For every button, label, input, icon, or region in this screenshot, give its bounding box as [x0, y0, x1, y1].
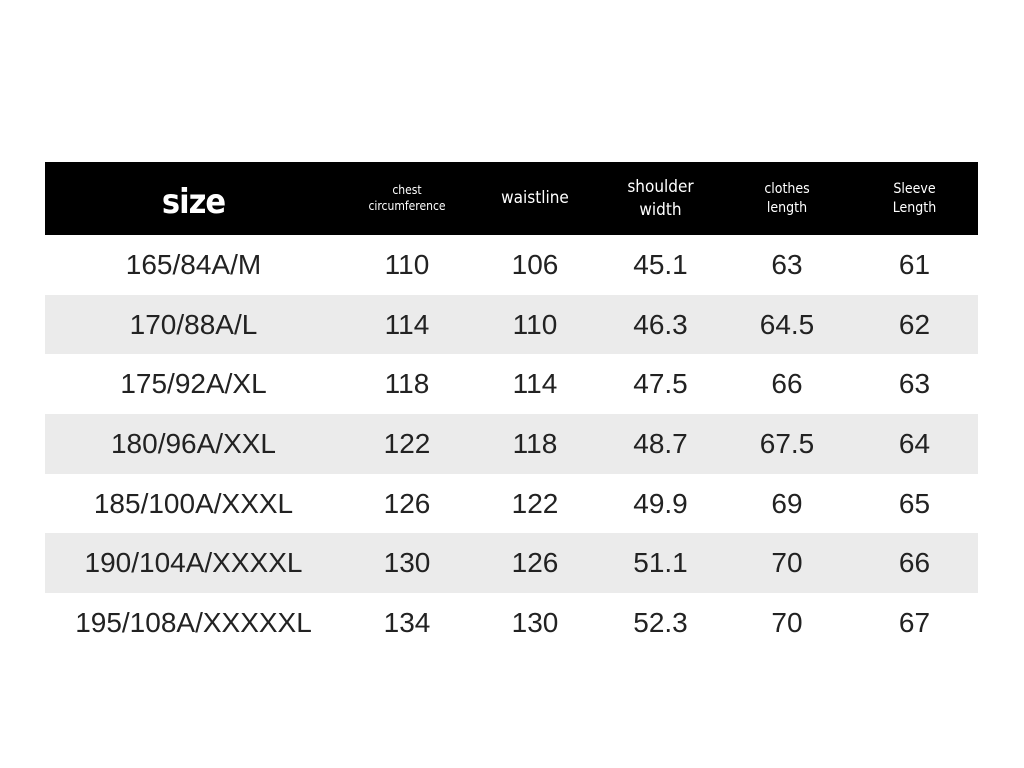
cell-sleeve-length: 67 — [898, 606, 931, 638]
table-row: 165/84A/M 110 106 45.1 63 61 — [45, 235, 978, 295]
cell-waistline: 106 — [511, 248, 559, 280]
cell-sleeve-length: 63 — [898, 368, 931, 400]
cell-shoulder-width: 51.1 — [598, 533, 723, 594]
size-chart-table: size chest circumference waistline shoul… — [45, 162, 978, 653]
table-row: 185/100A/XXXL 126 122 49.9 69 65 — [45, 474, 978, 534]
cell-chest: 122 — [342, 414, 472, 474]
cell-clothes-length: 69 — [771, 487, 803, 519]
header-row: size chest circumference waistline shoul… — [45, 162, 978, 235]
cell-shoulder-width: 52.3 — [633, 606, 688, 638]
cell-chest: 126 — [383, 487, 431, 519]
table-row: 190/104A/XXXXL 130 126 51.1 70 66 — [45, 533, 978, 594]
header-clothes-length: clothes length — [723, 162, 851, 235]
header-sleeve-length: Sleeve Length — [851, 162, 978, 235]
cell-chest: 114 — [342, 294, 472, 355]
cell-shoulder-width: 49.9 — [633, 487, 688, 519]
cell-sleeve-length: 61 — [898, 248, 931, 280]
cell-clothes-length: 70 — [723, 533, 851, 594]
cell-sleeve-length: 64 — [851, 414, 978, 474]
cell-size: 165/84A/M — [125, 248, 262, 280]
table-row: 195/108A/XXXXXL 134 130 52.3 70 67 — [45, 593, 978, 653]
cell-waistline: 130 — [511, 606, 559, 638]
cell-waistline: 118 — [472, 414, 598, 474]
cell-size: 170/88A/L — [45, 294, 342, 355]
cell-clothes-length: 70 — [771, 606, 803, 638]
cell-chest: 130 — [342, 533, 472, 594]
cell-shoulder-width: 45.1 — [633, 248, 688, 280]
cell-chest: 118 — [384, 368, 430, 400]
table-row: 170/88A/L 114 110 46.3 64.5 62 — [45, 294, 978, 355]
cell-waistline: 110 — [472, 294, 598, 355]
cell-size: 195/108A/XXXXXL — [75, 606, 312, 638]
cell-shoulder-width: 47.5 — [633, 368, 688, 400]
cell-sleeve-length: 66 — [851, 533, 978, 594]
cell-shoulder-width: 46.3 — [598, 294, 723, 355]
cell-sleeve-length: 65 — [898, 487, 931, 519]
cell-size: 180/96A/XXL — [45, 414, 342, 474]
cell-chest: 134 — [383, 606, 431, 638]
cell-size: 185/100A/XXXL — [93, 487, 294, 519]
header-chest-circumference: chest circumference — [342, 162, 472, 235]
table-row: 180/96A/XXL 122 118 48.7 67.5 64 — [45, 414, 978, 474]
header-size: size — [45, 162, 342, 235]
cell-shoulder-width: 48.7 — [598, 414, 723, 474]
cell-chest: 110 — [384, 248, 430, 280]
cell-size: 190/104A/XXXXL — [45, 533, 342, 594]
cell-clothes-length: 67.5 — [723, 414, 851, 474]
cell-clothes-length: 63 — [771, 248, 803, 280]
cell-sleeve-length: 62 — [851, 294, 978, 355]
cell-clothes-length: 64.5 — [723, 294, 851, 355]
table-row: 175/92A/XL 118 114 47.5 66 63 — [45, 354, 978, 414]
cell-waistline: 122 — [511, 487, 559, 519]
cell-waistline: 126 — [472, 533, 598, 594]
header-waistline: waistline — [472, 162, 598, 235]
cell-waistline: 114 — [512, 368, 558, 400]
header-shoulder-width: shoulder width — [598, 162, 723, 235]
cell-clothes-length: 66 — [771, 368, 803, 400]
cell-size: 175/92A/XL — [120, 368, 267, 400]
